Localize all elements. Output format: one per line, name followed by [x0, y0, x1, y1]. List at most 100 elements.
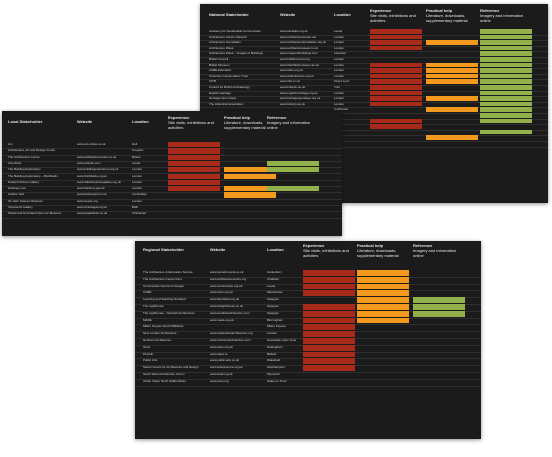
stakeholder-name: Northern Architecture [143, 338, 172, 342]
header-stakeholder: National Stakeholder [209, 12, 269, 17]
header-reference: Reference Imagery and information online [267, 115, 317, 130]
location-name: London [132, 173, 143, 178]
table-row: Architecture Week www.architectureweek.co… [200, 45, 548, 53]
regional-stakeholder-panel: Regional Stakeholder Website Location Exper… [135, 241, 481, 439]
reference-bar [480, 101, 532, 107]
table-row: Colchester [200, 107, 548, 114]
experience-bar [370, 90, 422, 96]
header-website-title: Website [77, 119, 93, 124]
website-url: www.arc-online.co.uk [77, 142, 106, 146]
location-name: Manchester [267, 290, 283, 295]
location-name: Hull [132, 142, 138, 146]
location-name: Leicester [334, 51, 347, 56]
header-reference-title: Reference [267, 115, 287, 120]
stakeholder-name: Arts Work [8, 160, 22, 165]
header-stakeholder: Local Stakeholder [8, 119, 68, 124]
experience-bar [168, 179, 220, 186]
location-name: Canterbury [267, 270, 282, 274]
website-url: www.thebritishmuseum.ac.uk [280, 62, 319, 67]
header-practical-help-title: Practical help [426, 8, 453, 13]
experience-bar [303, 358, 355, 365]
reference-bar [480, 96, 532, 101]
experience-bar [303, 324, 355, 331]
location-name: Bath [132, 205, 139, 209]
header-practical-help-subtitle: Literature, downloads, supplementary mat… [357, 248, 399, 258]
practical-help-bar [357, 290, 409, 297]
experience-bar [370, 29, 422, 34]
website-url: www.architecturecentre.org [210, 276, 247, 281]
location-name: Leeds [334, 29, 343, 33]
reference-bar [480, 79, 532, 84]
location-name: London [334, 45, 345, 50]
reference-bar [480, 113, 532, 118]
location-name: York [334, 85, 340, 89]
website-url: www.made.org.uk [210, 317, 234, 322]
table-row [200, 135, 548, 142]
stakeholder-name: The Architecture Centre Kent [143, 276, 182, 281]
reference-bar [413, 304, 465, 310]
header-website: Website [77, 119, 137, 124]
location-name: London [334, 34, 345, 39]
experience-bar [370, 124, 422, 129]
stakeholder-name: The Building Exploratory [8, 167, 41, 172]
stakeholder-name: Weald and Downland Open Air Museum [8, 211, 62, 216]
location-name: Newcastle Upon Tyne [267, 338, 297, 342]
location-name: Glasgow [267, 304, 279, 308]
location-name: Stoke on Trent [267, 378, 287, 383]
reference-bar [480, 90, 532, 96]
header-experience-subtitle: Site visits, exhibitions and activities [303, 248, 349, 258]
stakeholder-name: Heritage Open Days [209, 96, 237, 101]
stakeholder-name: Churches Conservation Trust [209, 73, 248, 78]
stakeholder-name: Constructive Centre for Design [143, 283, 185, 288]
reference-bar [267, 167, 319, 173]
stakeholder-name: New London Architecture [143, 331, 177, 336]
experience-bar [370, 62, 422, 68]
stakeholder-name: English Heritage [209, 90, 232, 95]
location-name: London [132, 186, 143, 191]
location-name: Plymouth [267, 372, 280, 376]
table-row [200, 124, 548, 131]
practical-help-bar [426, 96, 478, 101]
experience-bar [168, 154, 220, 160]
reference-bar [480, 40, 532, 45]
website-url: www.cabe.org.uk [280, 68, 303, 73]
experience-bar [303, 365, 355, 371]
location-name: Leeds [267, 283, 276, 288]
header-reference-subtitle: Imagery and information online [413, 248, 457, 258]
website-url: www.canterburycat.co.uk [210, 270, 244, 274]
practical-help-bar [224, 173, 276, 179]
practical-help-bar [426, 79, 478, 84]
location-name: Glasgow [267, 310, 279, 315]
location-name: Southampton [267, 365, 285, 370]
header-practical-help-subtitle: Literature, downloads, supplementary mat… [426, 13, 468, 23]
website-url: www.public-arts.co.uk [210, 358, 240, 363]
stakeholder-name: Urban Vision North Staffordshire [143, 378, 187, 383]
table-body: Academy for Sustainable Communities www.a… [200, 29, 548, 203]
header-location-title: Location [334, 12, 351, 17]
practical-help-bar [357, 304, 409, 310]
stakeholder-name: PLACE [143, 351, 153, 356]
practical-help-bar [426, 68, 478, 73]
table-row: Solent Centre for Architecture and Desig… [135, 365, 481, 373]
website-url: www.dulwichpicturegallery.org.uk [77, 179, 121, 184]
location-name: Glasgow [267, 297, 279, 302]
header-experience-title: Experience [303, 243, 325, 248]
experience-bar [370, 34, 422, 40]
practical-help-bar [357, 310, 409, 317]
stakeholder-name: MADE [143, 317, 152, 322]
header-location: Location [132, 119, 192, 124]
practical-help-bar [357, 297, 409, 303]
stakeholder-name: The Architecture Centre [8, 154, 40, 159]
experience-bar [303, 304, 355, 310]
location-name: London [334, 68, 345, 73]
stakeholder-name: The Building Exploratory – Brickfields [8, 173, 58, 178]
stakeholder-name: The Lighthouse – Scottish Architecture [143, 310, 195, 315]
header-practical-help: Practical help Literature, downloads, sup… [224, 115, 274, 130]
location-name: Nottingham [267, 344, 283, 349]
header-practical-help-title: Practical help [357, 243, 384, 248]
experience-bar [168, 173, 220, 179]
header-website-title: Website [280, 12, 296, 17]
stakeholder-name: Architecture Week [209, 45, 234, 50]
location-name: Croydon [132, 148, 144, 153]
website-url: www.architecturecentre.net [280, 34, 317, 39]
